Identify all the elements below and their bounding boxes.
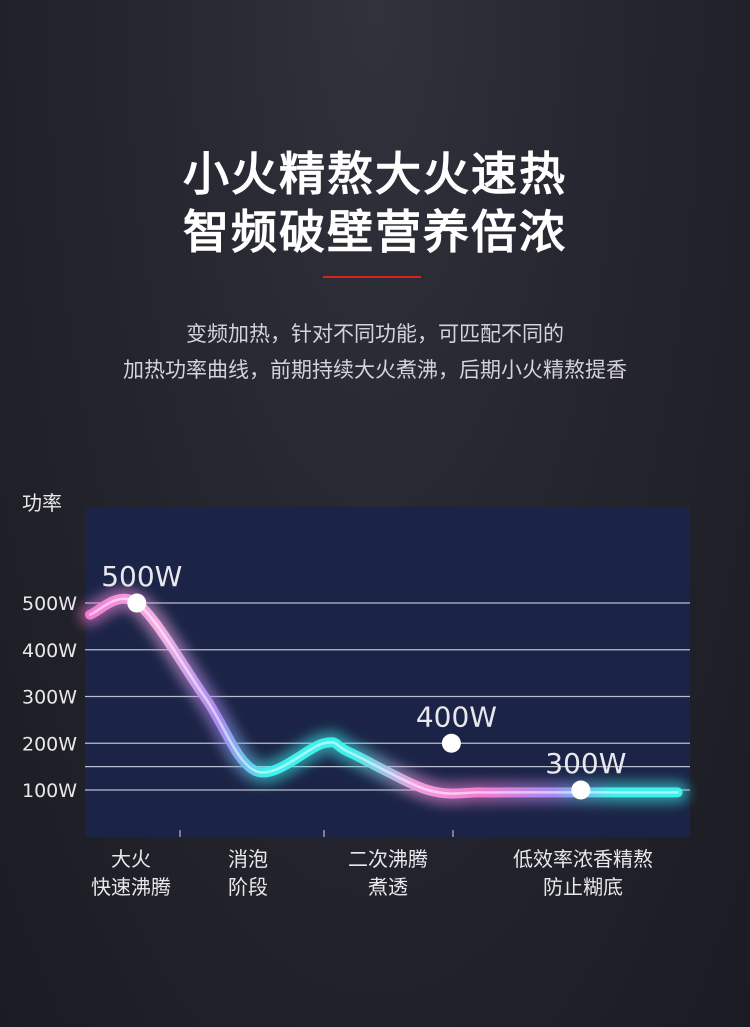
y-tick-label: 100W bbox=[22, 780, 77, 802]
power-curve-chart: 功率 100W 200W 300W 400W 500W 500W 400W 300W 大火快… bbox=[22, 491, 690, 899]
stage-label-line2: 煮透 bbox=[368, 875, 408, 899]
accent-divider bbox=[323, 276, 421, 278]
peak-value-label: 300W bbox=[545, 747, 626, 780]
stage-label-line2: 防止糊底 bbox=[543, 875, 623, 899]
peak-marker bbox=[571, 780, 591, 800]
peak-value-label: 500W bbox=[101, 560, 182, 593]
stage-label-line1: 消泡 bbox=[228, 847, 268, 871]
stage-label-line1: 大火 bbox=[111, 847, 151, 871]
headline-line-1: 小火精熬大火速热 bbox=[183, 147, 567, 201]
headline-line-2: 智频破壁营养倍浓 bbox=[183, 205, 567, 259]
stage-label-line2: 阶段 bbox=[228, 875, 268, 899]
y-tick-label: 400W bbox=[22, 640, 77, 662]
stage-label-line1: 低效率浓香精熬 bbox=[513, 847, 653, 871]
peak-marker bbox=[127, 593, 147, 613]
power-curve-highlight bbox=[88, 597, 679, 795]
peak-marker bbox=[441, 733, 461, 753]
y-tick-label: 200W bbox=[22, 733, 77, 755]
description-line-1: 变频加热，针对不同功能，可匹配不同的 bbox=[186, 322, 564, 346]
y-tick-label: 300W bbox=[22, 687, 77, 709]
peak-value-label: 400W bbox=[416, 700, 497, 733]
stage-label-line2: 快速沸腾 bbox=[91, 875, 171, 899]
y-axis-label: 功率 bbox=[22, 491, 62, 515]
description-line-2: 加热功率曲线，前期持续大火煮沸，后期小火精熬提香 bbox=[123, 358, 627, 382]
y-tick-label: 500W bbox=[22, 593, 77, 615]
stage-label-line1: 二次沸腾 bbox=[348, 847, 428, 871]
